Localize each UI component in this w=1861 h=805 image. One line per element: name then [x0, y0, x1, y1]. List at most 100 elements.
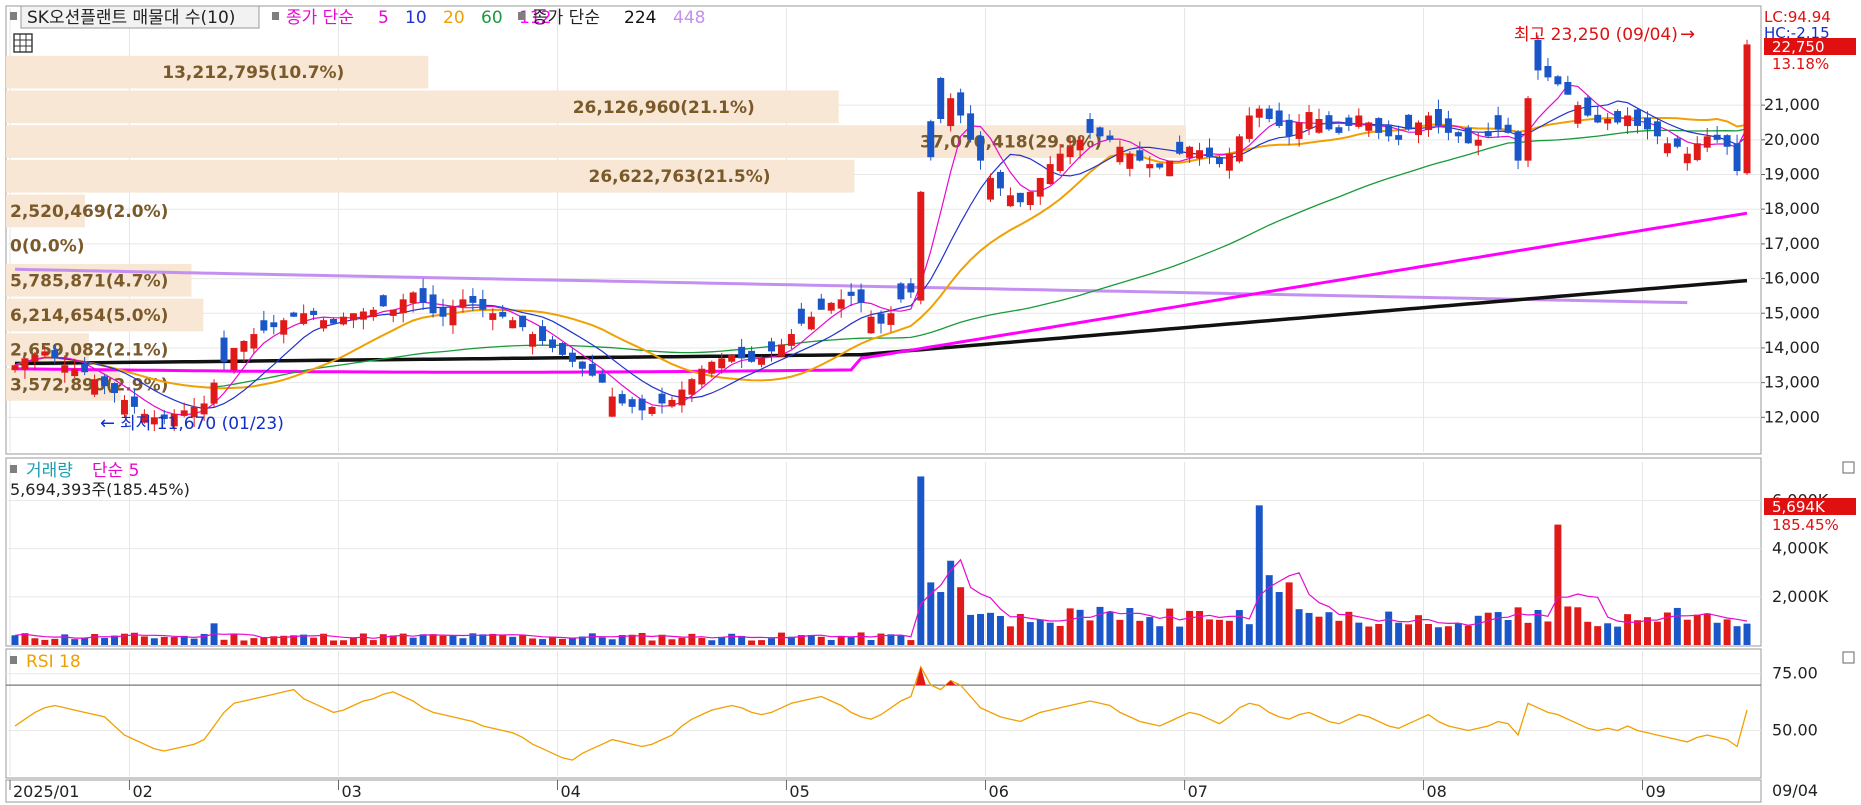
candle-body	[1534, 39, 1542, 71]
candle-body	[1673, 138, 1681, 147]
table-icon[interactable]	[13, 33, 33, 53]
legend-ma-period: 5	[378, 8, 389, 28]
volume-bar	[91, 634, 99, 645]
candle-body	[847, 291, 855, 296]
candle-body	[937, 77, 945, 119]
volume-bar	[618, 635, 626, 645]
volume-bar	[1056, 625, 1064, 645]
candle-body	[81, 363, 89, 373]
candle-body	[419, 288, 427, 303]
candle-body	[1624, 115, 1632, 127]
candle-body	[479, 298, 487, 310]
candle-body	[1693, 143, 1701, 161]
candle-body	[1703, 136, 1711, 148]
volume-bar	[409, 637, 417, 645]
table-toggle-button[interactable]	[13, 33, 33, 53]
volume-bar	[170, 637, 178, 645]
candle-body	[429, 294, 437, 314]
candle-body	[250, 334, 258, 349]
volume-bar	[61, 634, 69, 645]
volume-bar	[708, 640, 716, 645]
volume-bar	[359, 633, 367, 645]
volume-bar	[140, 636, 148, 645]
price-panel[interactable]: 13,212,795(10.7%) 26,126,960(21.1%) 37,070…	[5, 5, 1856, 455]
volume-bar	[1215, 619, 1223, 645]
candle-body	[688, 379, 696, 395]
candle-body	[339, 316, 347, 325]
low-arrow-icon: ←	[100, 413, 115, 434]
rsi-close-icon[interactable]	[1842, 651, 1855, 664]
volume-close-icon[interactable]	[1842, 461, 1855, 474]
candle-body	[877, 313, 885, 324]
volume-profile-bar	[6, 55, 429, 89]
legend-title-box[interactable]	[20, 5, 260, 29]
volume-bar	[917, 476, 925, 645]
candle-body	[1474, 139, 1482, 146]
x-axis-date-label: 09/04	[1772, 781, 1818, 800]
candle-body	[549, 339, 556, 348]
volume-bar	[1355, 622, 1363, 645]
price-tick-label: 18,000	[1764, 199, 1820, 218]
candle-body	[389, 309, 397, 316]
rsi-panel[interactable]: 50.00 75.00 RSI 18	[5, 648, 1855, 779]
volume-bar	[1723, 619, 1731, 645]
volume-bar	[399, 633, 407, 645]
volume-bar	[1006, 626, 1014, 645]
candle-body	[1186, 146, 1194, 158]
price-tick-label: 20,000	[1764, 130, 1820, 149]
volume-bar	[250, 638, 258, 645]
volume-bar	[1245, 624, 1253, 645]
candle-body	[130, 396, 138, 407]
volume-bar	[419, 634, 427, 645]
candle-body	[330, 319, 337, 324]
candle-body	[967, 113, 975, 140]
legend-title[interactable]: SK오션플랜트 매물대 수(10)	[27, 8, 235, 28]
candle-body	[738, 346, 746, 359]
candle-body	[349, 313, 357, 321]
volume-bar	[777, 632, 785, 645]
volume-bars	[11, 476, 1751, 645]
candle-body	[728, 354, 736, 362]
volume-bar	[1086, 620, 1094, 645]
volume-ma-path	[14, 558, 1748, 639]
volume-bar	[1405, 624, 1413, 645]
candle-body	[1524, 98, 1532, 161]
volume-bar	[877, 633, 885, 645]
candle-body	[1484, 131, 1492, 137]
candle-body	[857, 289, 865, 303]
volume-profile-label: 5,785,871(4.7%)	[10, 271, 168, 291]
volume-bar	[1076, 609, 1084, 645]
volume-profile-bar	[6, 194, 85, 228]
candle-body	[1365, 122, 1373, 131]
rsi-title[interactable]: RSI 18	[26, 652, 81, 672]
volume-bar	[1454, 623, 1462, 645]
volume-bar	[608, 639, 616, 645]
candle-body	[638, 398, 646, 411]
candle-body	[1663, 143, 1671, 154]
volume-profile-bar	[6, 90, 839, 124]
candle-body	[120, 399, 128, 415]
volume-legend-marker	[10, 465, 17, 473]
price-tick-label: 19,000	[1764, 165, 1820, 184]
candle-body	[449, 306, 457, 326]
volume-bar	[21, 633, 29, 645]
candle-body	[977, 136, 985, 161]
candle-body	[160, 414, 168, 420]
volume-bar	[1564, 606, 1572, 645]
volume-bar	[1514, 607, 1522, 645]
candle-body	[1574, 105, 1582, 124]
volume-bar	[837, 635, 845, 645]
volume-profile: 13,212,795(10.7%) 26,126,960(21.1%) 37,070…	[6, 55, 1186, 401]
candle-body	[1066, 146, 1074, 158]
candle-body	[399, 299, 407, 314]
volume-bar	[300, 634, 308, 645]
legend-long-prefix: 종가 단순	[532, 8, 600, 28]
volume-bar	[1255, 505, 1263, 645]
volume-profile-bar	[6, 125, 1186, 158]
volume-bar	[887, 634, 895, 645]
volume-title[interactable]: 거래량	[26, 461, 73, 481]
candle-body	[1116, 146, 1124, 163]
candle-body	[359, 311, 367, 320]
